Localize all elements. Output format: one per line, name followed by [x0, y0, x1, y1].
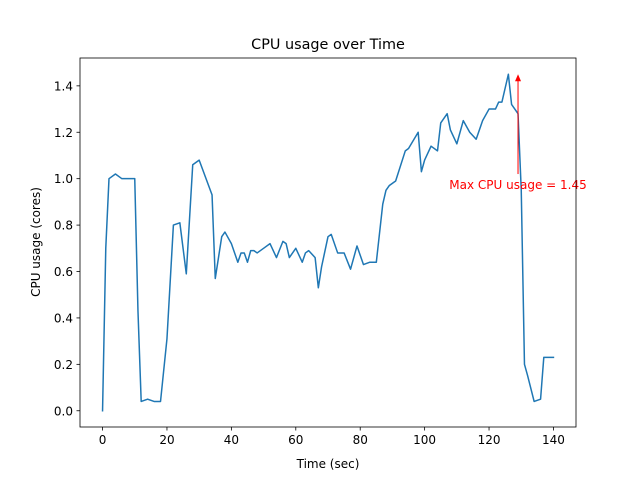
x-axis-label: Time (sec)	[296, 457, 360, 471]
y-tick-label: 1.0	[54, 172, 73, 186]
annotation-arrow-head	[515, 74, 522, 82]
x-tick-label: 140	[542, 433, 565, 447]
series-line-0	[101, 73, 555, 412]
y-tick-label: 0.2	[54, 358, 73, 372]
x-tick-label: 80	[353, 433, 368, 447]
x-tick-label: 120	[478, 433, 501, 447]
y-tick-label: 0.6	[54, 265, 73, 279]
x-tick-label: 40	[224, 433, 239, 447]
chart-title: CPU usage over Time	[251, 37, 405, 53]
y-tick-label: 1.2	[54, 126, 73, 140]
annotation-label: Max CPU usage = 1.45	[449, 178, 586, 192]
plot-area: Max CPU usage = 1.45 0 20 40 60 80 100 120 140 0.…	[54, 57, 587, 447]
x-tick-label: 20	[159, 433, 174, 447]
y-tick-label: 0.8	[54, 219, 73, 233]
x-tick-label: 60	[288, 433, 303, 447]
y-tick-label: 0.0	[54, 404, 73, 418]
x-tick-label: 0	[99, 433, 107, 447]
y-axis-label: CPU usage (cores)	[29, 187, 43, 297]
y-tick-label: 0.4	[54, 311, 73, 325]
x-tick-label: 100	[413, 433, 436, 447]
y-tick-label: 1.4	[54, 79, 73, 93]
axes-frame	[79, 57, 577, 428]
